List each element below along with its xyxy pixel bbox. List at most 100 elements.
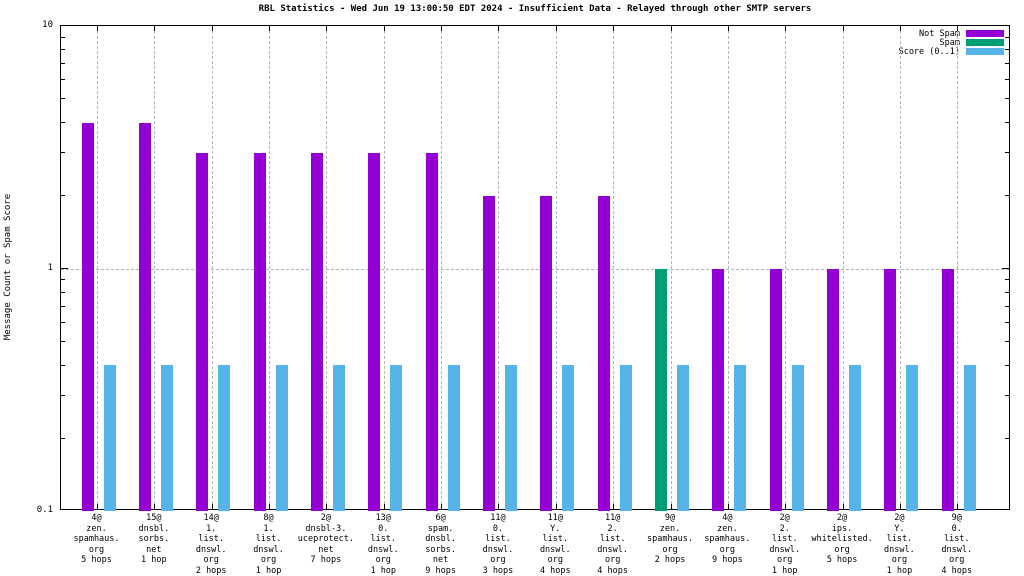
x-axis-label: 13@ 0. list. dnswl. org 1 hop bbox=[350, 513, 416, 576]
vertical-gridline bbox=[957, 26, 959, 509]
bar-not-spam bbox=[482, 195, 495, 511]
x-axis-label: 2@ ips. whitelisted. org 5 hops bbox=[809, 513, 875, 566]
y-tick bbox=[1005, 291, 1009, 293]
x-axis-label-line: 2@ bbox=[894, 513, 905, 523]
x-tick bbox=[613, 26, 615, 31]
x-tick bbox=[727, 504, 729, 509]
y-tick bbox=[61, 98, 65, 100]
x-axis-label-line: 3 hops bbox=[482, 565, 514, 576]
bar-not-spam bbox=[138, 122, 151, 511]
x-tick bbox=[613, 504, 615, 509]
y-tick bbox=[61, 79, 65, 81]
x-axis-label-line: sorbs. bbox=[425, 544, 456, 555]
x-axis-label: 11@ 0. list. dnswl. org 3 hops bbox=[465, 513, 531, 576]
x-tick bbox=[785, 26, 787, 31]
x-axis-label-line: 2 hops bbox=[654, 555, 686, 565]
x-tick bbox=[269, 26, 271, 31]
x-axis-label-line: 15@ bbox=[146, 513, 162, 523]
x-tick bbox=[498, 26, 500, 31]
y-tick bbox=[61, 36, 65, 38]
x-axis-label-line: org bbox=[490, 555, 506, 565]
x-axis-label-line: list. bbox=[485, 534, 511, 544]
bar-score bbox=[332, 365, 345, 511]
x-axis-label-line: 0. bbox=[951, 523, 962, 534]
x-axis-label: 11@ Y. list. dnswl. org 4 hops bbox=[522, 513, 588, 576]
y-tick bbox=[1005, 63, 1009, 65]
x-axis-label-line: 8@ bbox=[263, 513, 274, 523]
bar-score bbox=[791, 365, 804, 511]
x-tick bbox=[211, 504, 213, 509]
x-axis-label-line: list. bbox=[542, 534, 569, 544]
x-axis-label: 9@ zen. spamhaus. org 2 hops bbox=[637, 513, 703, 566]
y-tick bbox=[61, 63, 65, 65]
x-axis-label-line: 9@ bbox=[951, 513, 962, 523]
legend-swatch bbox=[966, 48, 1004, 55]
bar-not-spam bbox=[540, 195, 553, 511]
x-axis-label-line: 0. bbox=[492, 523, 504, 534]
x-axis-label-line: ips. bbox=[831, 523, 853, 534]
y-tick bbox=[61, 340, 65, 342]
x-axis-label-line: org bbox=[891, 555, 908, 565]
bar-spam bbox=[655, 268, 667, 511]
x-axis-label-line: 9 hops bbox=[711, 555, 743, 565]
bar-score bbox=[906, 365, 919, 511]
y-tick bbox=[61, 394, 65, 396]
x-axis-label-line: 2@ bbox=[779, 513, 790, 523]
x-axis-label-line: dnswl. bbox=[367, 544, 399, 555]
x-axis-label-line: org bbox=[949, 555, 965, 565]
bar-not-spam bbox=[941, 268, 954, 511]
y-tick bbox=[61, 122, 65, 123]
x-axis-label: 6@ spam. dnsbl. sorbs. net 9 hops bbox=[408, 513, 474, 576]
x-axis-label-line: uceprotect. bbox=[297, 534, 355, 544]
y-tick bbox=[1005, 122, 1009, 123]
bar-score bbox=[562, 365, 575, 511]
x-axis-label: 2@ Y. list. dnswl. org 1 hop bbox=[866, 513, 932, 576]
x-axis-label-line: 0. bbox=[378, 523, 389, 534]
x-axis-label-line: org bbox=[662, 544, 678, 555]
x-tick bbox=[211, 26, 213, 31]
x-axis-label-line: sorbs. bbox=[138, 534, 170, 544]
x-axis-label-line: dnswl. bbox=[482, 544, 514, 555]
x-axis-label-line: 1. bbox=[263, 523, 274, 534]
x-axis-label-line: dnswl. bbox=[195, 544, 227, 555]
x-tick bbox=[441, 504, 443, 509]
chart-title: RBL Statistics - Wed Jun 19 13:00:50 EDT… bbox=[258, 4, 812, 14]
x-axis-label-line: 14@ bbox=[203, 513, 219, 523]
x-axis-label-line: zen. bbox=[86, 523, 107, 534]
x-axis-label: 11@ 2. list. dnswl. org 4 hops bbox=[580, 513, 646, 576]
x-axis-label: 2@ 2. list. dnswl. org 1 hop bbox=[752, 513, 818, 576]
legend: Not Spam Spam Score (0..1) bbox=[899, 28, 1004, 57]
x-tick bbox=[899, 504, 901, 509]
legend-label: Not Spam bbox=[919, 28, 960, 39]
x-axis-label-line: spamhaus. bbox=[73, 534, 120, 544]
x-axis-label-line: org bbox=[547, 555, 563, 565]
x-axis-label-line: list. bbox=[370, 534, 397, 544]
vertical-gridline bbox=[154, 26, 156, 509]
x-tick bbox=[154, 504, 156, 509]
y-tick bbox=[61, 305, 65, 307]
y-tick-label: 1 bbox=[47, 262, 53, 273]
bar-not-spam bbox=[425, 152, 438, 511]
horizontal-gridline bbox=[61, 268, 1009, 270]
x-tick bbox=[899, 26, 901, 31]
x-axis-label-line: org bbox=[375, 555, 391, 565]
y-tick bbox=[1005, 364, 1009, 366]
y-tick bbox=[61, 321, 65, 323]
x-axis-label-line: 4 hops bbox=[597, 565, 628, 576]
bar-not-spam bbox=[196, 152, 209, 511]
x-axis-label: 9@ 0. list. dnswl. org 4 hops bbox=[924, 513, 990, 576]
x-axis-label-line: spamhaus. bbox=[704, 534, 751, 544]
x-axis-label-line: Y. bbox=[894, 523, 905, 534]
bar-not-spam bbox=[712, 268, 725, 511]
x-axis-label-line: dnsbl-3. bbox=[305, 523, 347, 534]
bar-score bbox=[734, 365, 747, 511]
x-axis-label-line: list. bbox=[255, 534, 282, 544]
vertical-gridline bbox=[326, 26, 328, 509]
vertical-gridline bbox=[441, 26, 443, 509]
x-axis-label: 4@ zen. spamhaus. org 5 hops bbox=[64, 513, 130, 566]
x-axis-label-line: dnswl. bbox=[884, 544, 915, 555]
vertical-gridline bbox=[498, 26, 500, 509]
x-tick bbox=[97, 504, 98, 509]
x-tick bbox=[670, 504, 672, 509]
y-tick bbox=[1005, 279, 1009, 281]
